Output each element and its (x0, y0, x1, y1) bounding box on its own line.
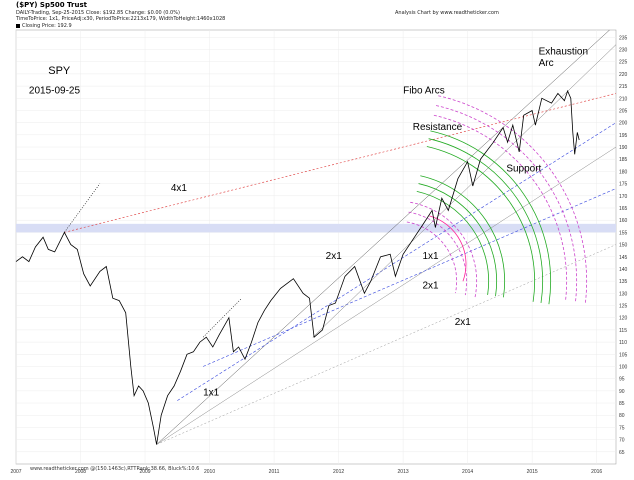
y-axis: 65 70 75 80 85 90 95 100 105 110 115 120 125 130 135 14… (619, 35, 628, 455)
exhaustion-arc (406, 221, 458, 294)
y-tick-label: 65 (619, 450, 625, 456)
y-tick-label: 215 (619, 84, 628, 90)
exhaustion-arc (410, 201, 478, 298)
x-tick-label: 2013 (398, 469, 409, 475)
chart-footer: www.readtheticker.com @(150.1463c),RTTRa… (30, 466, 200, 472)
annotation-1x1: 1x1 (422, 251, 439, 262)
x-tick-label: 2009 (139, 469, 150, 475)
y-tick-label: 120 (619, 316, 628, 322)
annotation-fibo-arcs: Fibo Arcs (403, 85, 445, 96)
x-tick-label: 2008 (75, 469, 86, 475)
y-tick-label: 230 (619, 48, 628, 54)
plot-area (15, 29, 617, 465)
exhaustion-arc (408, 211, 468, 296)
x-tick-label: 2007 (10, 469, 21, 475)
exhaustion-arc (435, 105, 578, 303)
annotation-date: 2015-09-25 (29, 85, 81, 96)
fibo-arc (428, 138, 544, 304)
fibo-arc (430, 130, 552, 305)
annotation-1x1: 1x1 (203, 388, 220, 399)
y-tick-label: 80 (619, 413, 625, 419)
y-tick-label: 105 (619, 352, 628, 358)
spike-line-2008 (64, 183, 101, 233)
y-tick-label: 175 (619, 182, 628, 188)
x-tick-label: 2011 (269, 469, 280, 475)
resistance-line-4x1 (64, 93, 617, 233)
annotation-exhaustion-arc: Exhaustion Arc (539, 46, 588, 68)
gann-1x1-line (156, 29, 610, 445)
y-tick-label: 145 (619, 255, 628, 261)
x-tick-label: 2014 (462, 469, 473, 475)
y-tick-label: 85 (619, 401, 625, 407)
magenta-arc (429, 215, 467, 282)
grid (15, 30, 616, 464)
gann-4x1-line (156, 244, 617, 445)
y-tick-label: 170 (619, 194, 628, 200)
y-tick-label: 130 (619, 291, 628, 297)
y-tick-label: 180 (619, 169, 628, 175)
y-tick-label: 225 (619, 60, 628, 66)
y-tick-label: 210 (619, 96, 628, 102)
price-line (15, 89, 580, 445)
price-series (15, 89, 580, 445)
chart-legend: Closing Price: 192.9 (16, 23, 72, 29)
gann-overlays (16, 29, 617, 445)
y-tick-label: 70 (619, 438, 625, 444)
exhaustion-arc (433, 114, 568, 302)
y-tick-label: 95 (619, 377, 625, 383)
y-tick-label: 235 (619, 35, 628, 41)
annotation-2x1: 2x1 (455, 317, 472, 328)
chart-params-line: TimeToPrice: 1x1, PriceAdj:x30, PeriodTo… (16, 16, 226, 22)
y-tick-label: 155 (619, 230, 628, 236)
gann-2x1-line (156, 146, 617, 445)
exhaustion-arc (438, 95, 588, 304)
y-tick-label: 135 (619, 279, 628, 285)
annotation-resistance: Resistance (413, 122, 463, 133)
x-tick-label: 2012 (333, 469, 344, 475)
fibo-arc (420, 175, 506, 298)
annotation-2x1: 2x1 (422, 280, 439, 291)
annotation-2x1: 2x1 (326, 251, 343, 262)
x-tick-label: 2015 (527, 469, 538, 475)
chart-info-line: DAILY-Trading, Sep-25-2015 Close: $192.8… (16, 10, 180, 16)
y-tick-label: 150 (619, 243, 628, 249)
fibo-arc (416, 190, 490, 295)
x-axis: 2007 2008 2009 2010 2011 2012 2013 2014 2015 2016 (10, 469, 602, 475)
x-tick-label: 2016 (591, 469, 602, 475)
y-tick-label: 205 (619, 108, 628, 114)
chart-credit: Analysis Chart by www.readtheticker.com (395, 10, 499, 16)
fibo-arc (418, 183, 498, 297)
y-tick-label: 75 (619, 425, 625, 431)
x-tick-label: 2010 (204, 469, 215, 475)
highlight-band (16, 223, 616, 233)
y-tick-label: 190 (619, 145, 628, 151)
annotation-support: Support (506, 163, 541, 174)
y-tick-label: 140 (619, 267, 628, 273)
legend-label: Closing Price: 192.9 (22, 23, 72, 29)
support-line-upper (177, 122, 617, 401)
y-tick-label: 200 (619, 121, 628, 127)
y-tick-label: 160 (619, 218, 628, 224)
y-tick-label: 100 (619, 364, 628, 370)
fibo-arc (426, 146, 536, 302)
y-tick-label: 185 (619, 157, 628, 163)
chart-symbol-title: ($PY) Sp500 Trust (16, 1, 87, 9)
y-tick-label: 195 (619, 133, 628, 139)
y-tick-label: 115 (619, 328, 627, 334)
spike-line-2010 (202, 297, 243, 338)
annotations: SPY 2015-09-25 Exhaustion Arc Fibo Arcs Resis… (29, 46, 588, 398)
legend-swatch (16, 23, 20, 28)
y-tick-label: 90 (619, 389, 625, 395)
y-tick-label: 165 (619, 206, 628, 212)
y-tick-label: 110 (619, 340, 627, 346)
chart-header: ($PY) Sp500 Trust DAILY-Trading, Sep-25-… (0, 0, 634, 30)
channel-line (312, 44, 617, 338)
y-tick-label: 220 (619, 72, 628, 78)
y-tick-label: 125 (619, 304, 628, 310)
annotation-ticker: SPY (48, 65, 71, 77)
annotation-4x1: 4x1 (171, 183, 188, 194)
